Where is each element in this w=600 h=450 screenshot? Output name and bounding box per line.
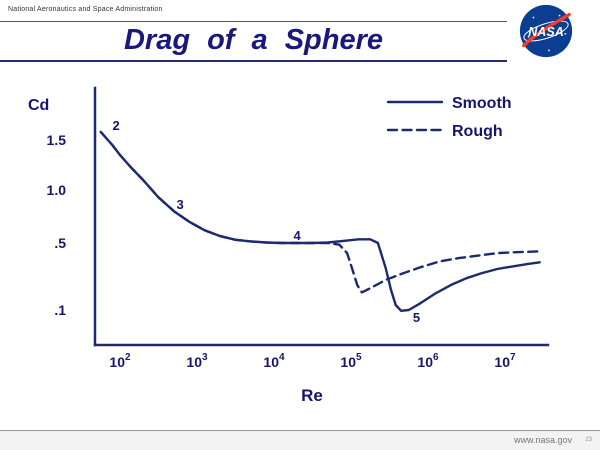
legend-label-smooth: Smooth [452, 95, 512, 112]
y-ticks-group: 1.5 1.0 .5 .1 [47, 132, 67, 318]
header-rule [0, 21, 507, 22]
x-axis-label: Re [301, 386, 323, 405]
y-tick-label: 1.5 [47, 132, 67, 148]
x-ticks-group: 102 103 104 105 106 107 [109, 352, 516, 370]
y-tick-label: .5 [54, 235, 66, 251]
x-tick-label: 105 [340, 352, 362, 370]
agency-name: National Aeronautics and Space Administr… [8, 6, 163, 13]
curve-smooth [99, 130, 541, 312]
legend-label-rough: Rough [452, 123, 503, 140]
curve-annotation-4: 4 [293, 228, 301, 243]
page-title: Drag of a Sphere [123, 24, 384, 56]
y-tick-label: .1 [54, 302, 66, 318]
nasa-orbit-ellipse [523, 20, 569, 42]
curve-annotation-5: 5 [413, 310, 420, 325]
page-number: 23 [585, 437, 592, 443]
footer-band [0, 430, 600, 450]
curve-rough [99, 130, 541, 294]
x-tick-label: 104 [263, 352, 285, 370]
x-tick-label: 102 [109, 352, 131, 370]
curve-annotation-3: 3 [176, 197, 183, 212]
legend-group: Smooth Rough [386, 95, 512, 140]
nasa-url: www.nasa.gov [513, 435, 572, 445]
y-tick-label: 1.0 [47, 182, 67, 198]
annotations-group: 2 3 4 5 [113, 118, 421, 325]
nasa-logo: NASA [519, 4, 573, 58]
curve-annotation-2: 2 [113, 118, 120, 133]
nasa-swoosh-icon [522, 12, 571, 48]
x-tick-label: 103 [186, 352, 208, 370]
x-tick-label: 107 [494, 352, 516, 370]
x-tick-label: 106 [417, 352, 439, 370]
nasa-logo-text: NASA [528, 25, 564, 39]
y-axis-label: Cd [28, 97, 49, 114]
curves-group [99, 130, 541, 312]
title-underline [0, 60, 507, 62]
